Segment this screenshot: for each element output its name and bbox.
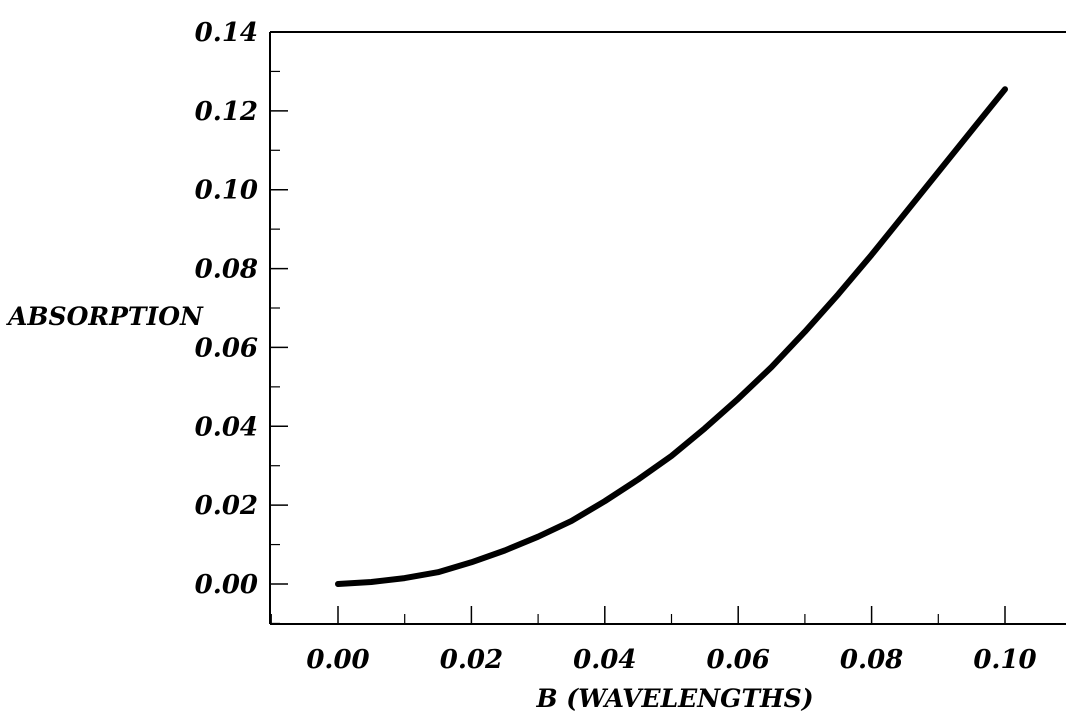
x-tick-label: 0.02 — [440, 645, 503, 675]
absorption-series-line — [335, 86, 1008, 587]
x-tick-label: 0.10 — [973, 645, 1036, 675]
x-tick-label: 0.00 — [306, 645, 369, 675]
plot-frame — [269, 31, 1066, 625]
x-axis-title: B (WAVELENGTHS) — [535, 684, 813, 713]
y-tick-label: 0.00 — [195, 570, 258, 600]
y-tick-label: 0.04 — [195, 412, 258, 442]
y-tick-label: 0.14 — [195, 18, 258, 48]
y-tick-label: 0.06 — [195, 333, 258, 363]
y-tick-label: 0.08 — [195, 255, 258, 285]
x-tick-label: 0.06 — [707, 645, 770, 675]
y-axis-title: ABSORPTION — [6, 302, 204, 331]
y-tick-label: 0.10 — [195, 176, 258, 206]
x-tick-label: 0.04 — [573, 645, 636, 675]
x-tick-label: 0.08 — [840, 645, 903, 675]
y-tick-label: 0.12 — [195, 97, 258, 127]
x-axis-ticks: 0.00 0.02 0.04 0.06 0.08 0.10 — [270, 606, 1037, 675]
y-tick-label: 0.02 — [195, 491, 258, 521]
y-axis-ticks: 0.00 0.02 0.04 0.06 0.08 0.10 0.12 0.14 — [195, 18, 288, 625]
series-layer — [335, 86, 1008, 587]
